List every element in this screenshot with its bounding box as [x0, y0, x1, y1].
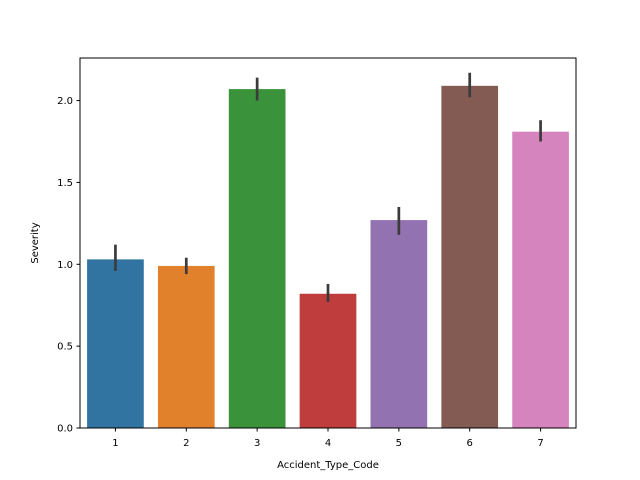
- y-tick-label: 0.0: [57, 424, 73, 435]
- x-tick-label: 2: [183, 438, 189, 449]
- bar-4: [299, 293, 357, 428]
- x-tick-label: 4: [325, 438, 331, 449]
- x-tick-label: 6: [467, 438, 473, 449]
- x-axis-ticks: 1 2 3 4 5 6 7: [112, 428, 544, 449]
- y-axis-ticks: 0.0 0.5 1.0 1.5 2.0: [57, 96, 80, 435]
- y-axis-label: Severity: [30, 222, 41, 263]
- bars-group: [87, 85, 569, 429]
- x-axis-label: Accident_Type_Code: [277, 460, 379, 471]
- bar-1: [87, 259, 144, 428]
- x-tick-label: 1: [112, 438, 118, 449]
- bar-5: [370, 220, 428, 428]
- bar-7: [512, 131, 569, 429]
- bar-6: [441, 85, 499, 429]
- bar-2: [157, 265, 215, 428]
- y-tick-label: 1.0: [57, 260, 73, 271]
- bar-3: [228, 89, 286, 428]
- x-tick-label: 5: [396, 438, 402, 449]
- x-tick-label: 7: [537, 438, 543, 449]
- y-tick-label: 0.5: [57, 342, 73, 353]
- x-tick-label: 3: [254, 438, 260, 449]
- y-tick-label: 2.0: [57, 96, 73, 107]
- y-tick-label: 1.5: [57, 178, 73, 189]
- error-bars-group: [114, 72, 542, 302]
